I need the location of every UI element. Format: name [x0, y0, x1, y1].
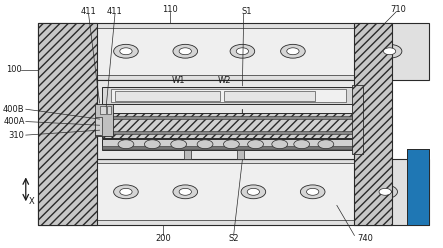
Bar [102, 131, 354, 134]
Circle shape [280, 44, 305, 58]
Bar [115, 91, 220, 101]
Bar [224, 91, 315, 101]
Bar [354, 23, 392, 225]
Text: 200: 200 [155, 234, 171, 243]
Circle shape [247, 188, 260, 195]
Text: 411: 411 [107, 7, 123, 16]
Text: 740: 740 [358, 234, 373, 243]
Bar [97, 163, 354, 220]
Bar [354, 23, 392, 80]
Circle shape [230, 44, 255, 58]
Text: X: X [29, 197, 35, 206]
Bar [102, 87, 354, 104]
Bar [97, 80, 359, 158]
Circle shape [373, 185, 397, 199]
Text: 110: 110 [162, 5, 178, 14]
Circle shape [318, 140, 334, 149]
Bar [97, 28, 354, 75]
Bar [102, 116, 354, 119]
Circle shape [197, 140, 213, 149]
Circle shape [179, 48, 191, 55]
Bar [95, 117, 102, 135]
Bar [352, 85, 363, 154]
Bar [111, 90, 346, 102]
Circle shape [173, 44, 198, 58]
Circle shape [287, 48, 299, 55]
Circle shape [171, 140, 187, 149]
Text: 400A: 400A [3, 117, 25, 126]
Circle shape [294, 140, 310, 149]
Circle shape [114, 44, 138, 58]
Circle shape [144, 140, 160, 149]
Bar [38, 23, 97, 80]
Text: W1: W1 [172, 76, 186, 85]
Bar [407, 149, 429, 225]
Circle shape [173, 185, 198, 199]
Text: 411: 411 [81, 7, 97, 16]
Circle shape [379, 188, 391, 195]
Bar [38, 158, 429, 225]
Circle shape [223, 140, 239, 149]
Circle shape [241, 185, 266, 199]
Circle shape [179, 188, 191, 195]
Text: 400B: 400B [3, 105, 25, 114]
Circle shape [272, 140, 288, 149]
Text: 310: 310 [8, 131, 24, 140]
Bar [38, 158, 97, 225]
Bar [102, 113, 354, 138]
Circle shape [118, 140, 134, 149]
Circle shape [236, 48, 249, 55]
Bar [407, 149, 429, 225]
Bar [184, 150, 191, 158]
Text: 100: 100 [6, 65, 22, 74]
Bar [237, 150, 244, 158]
Text: 710: 710 [390, 5, 406, 14]
Circle shape [114, 185, 138, 199]
Bar [95, 104, 113, 136]
Text: S2: S2 [228, 234, 239, 243]
Text: W2: W2 [218, 76, 232, 85]
Bar [107, 105, 112, 114]
Text: S1: S1 [241, 7, 252, 16]
Circle shape [120, 188, 132, 195]
Bar [38, 23, 429, 80]
Circle shape [300, 185, 325, 199]
Bar [354, 158, 392, 225]
Bar [100, 105, 106, 114]
Circle shape [377, 44, 402, 58]
Bar [38, 23, 97, 225]
Bar [102, 146, 354, 149]
Bar [102, 139, 354, 150]
Circle shape [120, 48, 132, 55]
Circle shape [384, 48, 396, 55]
Circle shape [248, 140, 264, 149]
Circle shape [307, 188, 319, 195]
